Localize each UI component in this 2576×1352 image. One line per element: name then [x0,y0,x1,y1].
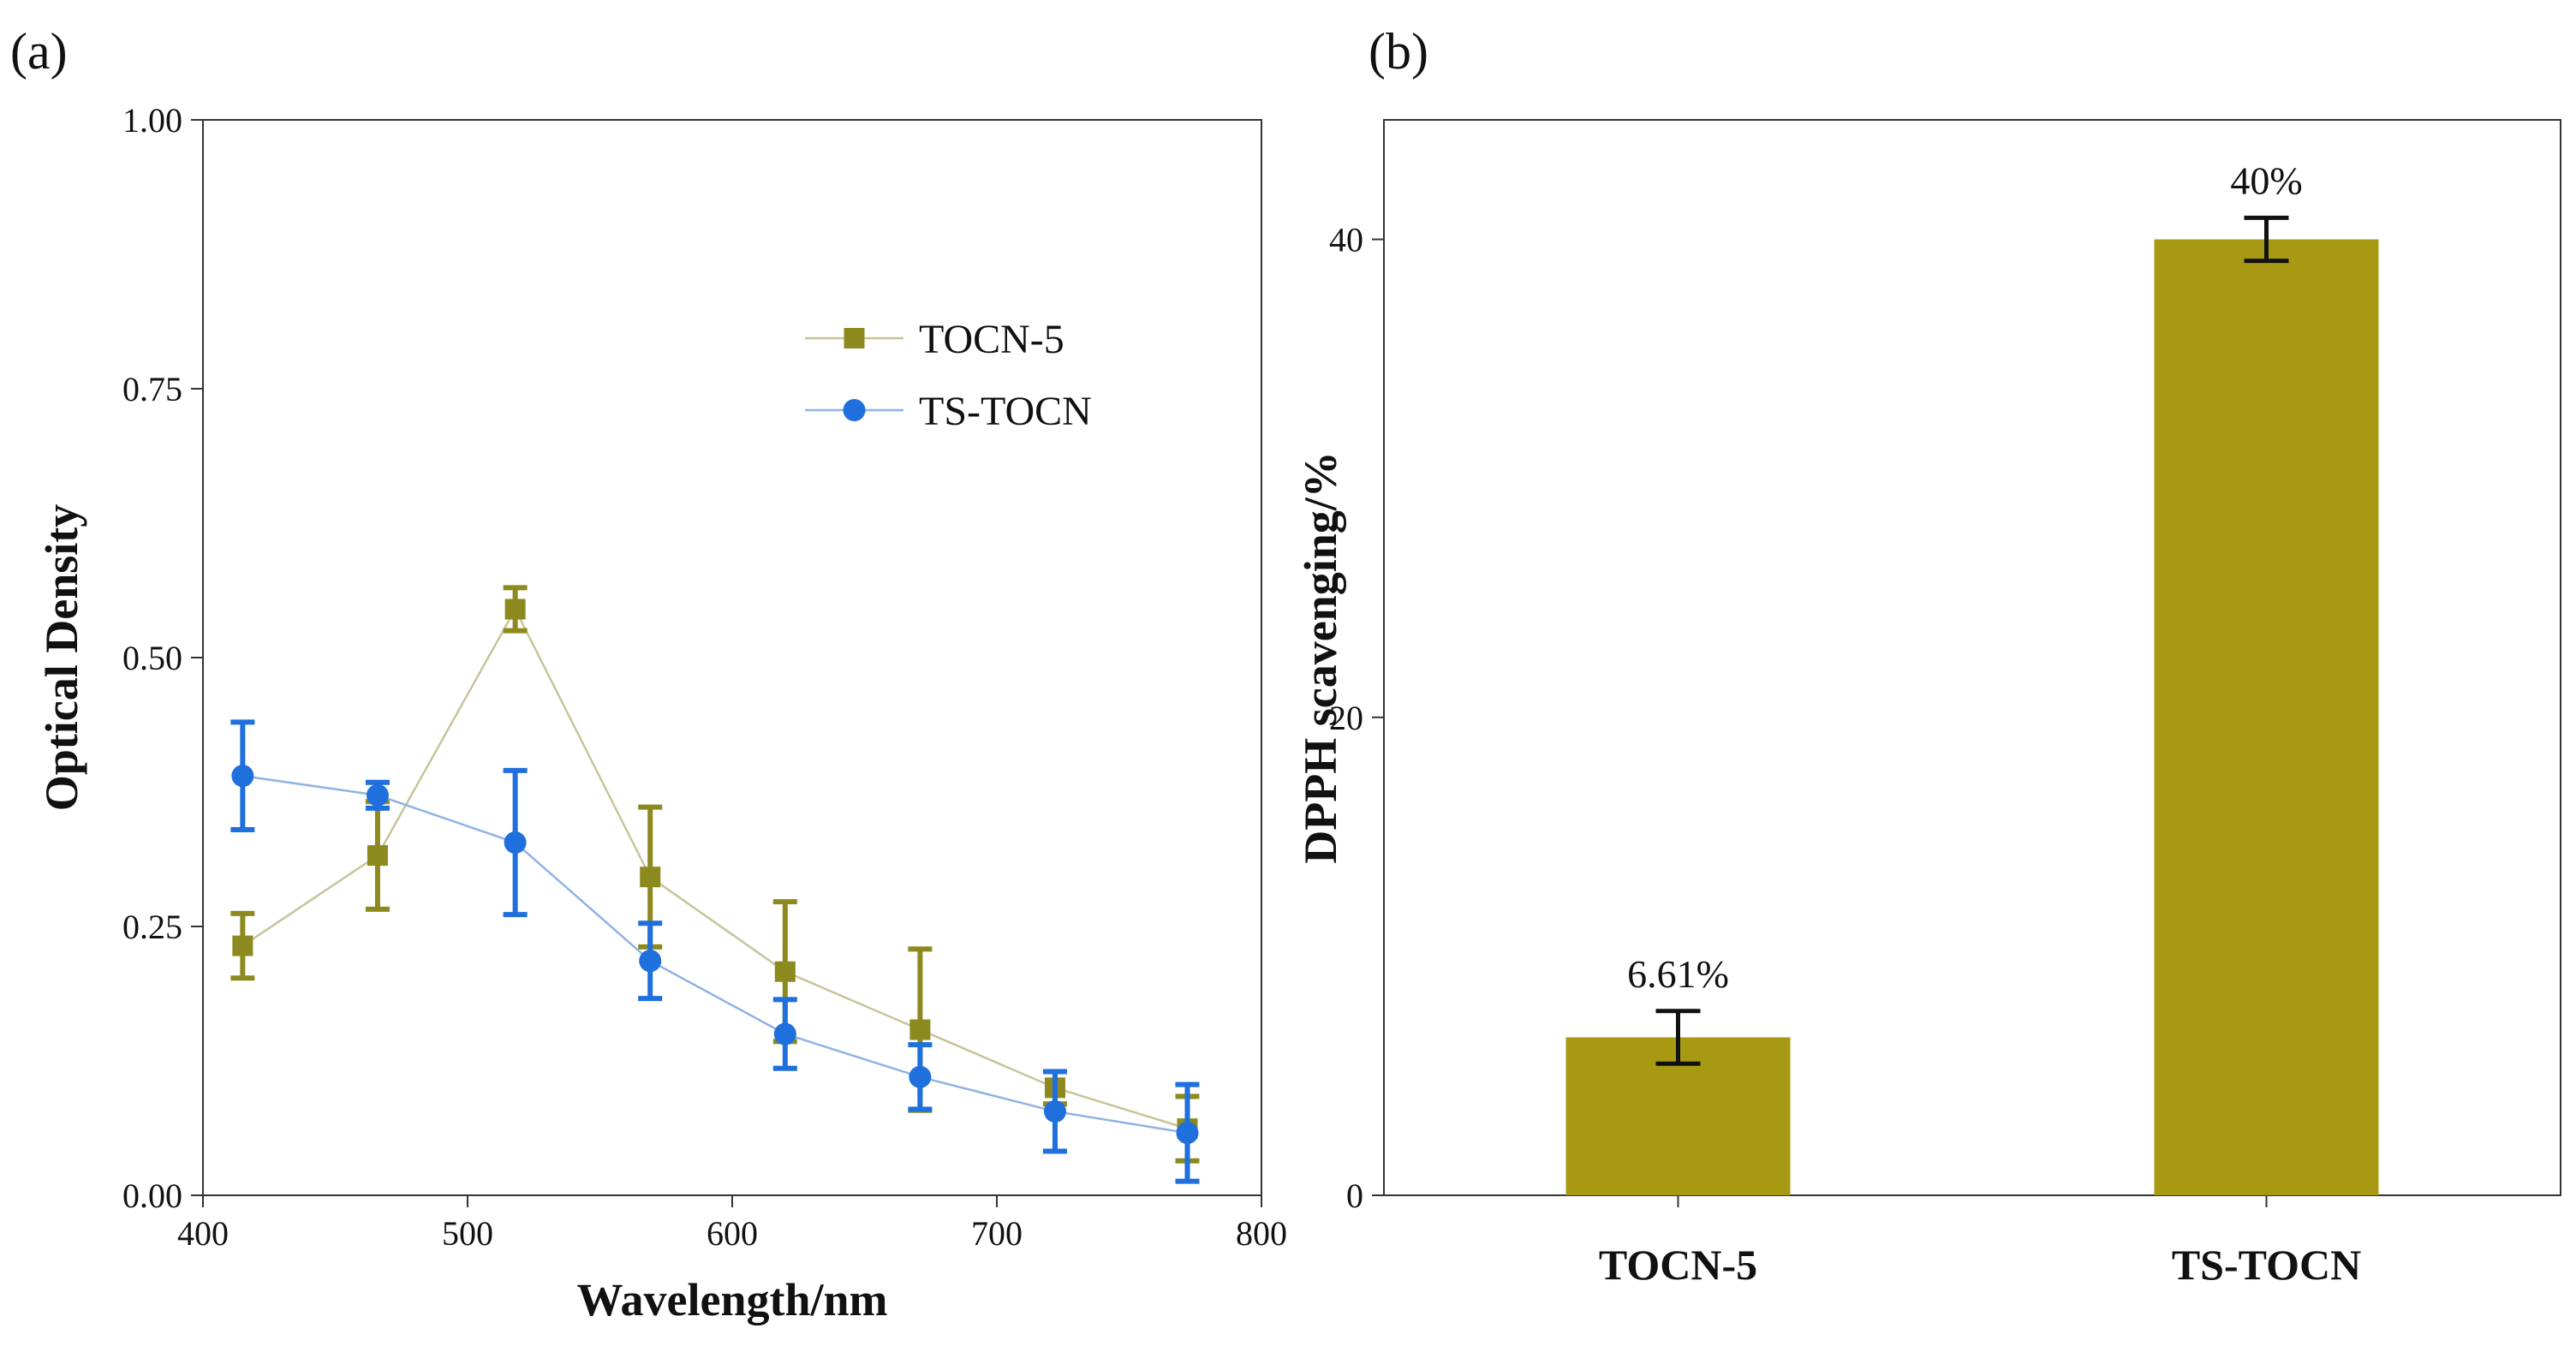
panel-a-plot-frame [202,119,1262,1196]
data-point-tocn-5 [640,867,661,888]
data-point-tocn-5 [232,935,253,956]
data-point-ts-tocn [504,831,527,855]
panel-a-y-tick-label: 0.25 [122,908,182,946]
panel-a-y-tick-label: 0.50 [122,639,182,677]
category-label-tocn-5: TOCN-5 [1599,1241,1757,1289]
legend-marker-tocn-5 [844,328,865,348]
data-point-ts-tocn [231,765,254,788]
data-label-ts-tocn: 40% [2230,158,2302,202]
series-line-tocn-5 [242,606,1188,1130]
panel-a-x-tick-label: 500 [442,1214,493,1253]
series-line-ts-tocn [242,774,1188,1135]
panel-a-y-tick-label: 1.00 [122,101,182,140]
panel-b-y-tick-label: 20 [1329,699,1363,737]
data-point-tocn-5 [367,845,388,867]
data-label-tocn-5: 6.61% [1627,952,1729,996]
data-point-ts-tocn [1176,1122,1199,1145]
panel-a-x-tick-label: 700 [971,1214,1023,1253]
panel-b-y-axis-title: DPPH scavenging/% [1295,451,1346,864]
data-point-ts-tocn [773,1022,796,1045]
panel-a-legend: TOCN-5 TS-TOCN [805,317,1092,434]
panel-b-y-tick-label: 0 [1346,1176,1363,1215]
data-point-tocn-5 [504,599,526,620]
panel-a-label: (a) [10,23,68,80]
legend-label-ts-tocn: TS-TOCN [919,389,1092,434]
panel-a-y-tick-label: 0.75 [122,370,182,408]
data-point-ts-tocn [909,1065,932,1088]
panel-b-y-tick-label: 40 [1329,221,1363,259]
data-point-tocn-5 [909,1019,931,1040]
legend-label-tocn-5: TOCN-5 [919,317,1064,362]
panel-a-x-axis-title: Wavelength/nm [576,1274,887,1325]
panel-b-label: (b) [1368,23,1428,80]
panel-a-y-tick-label: 0.00 [122,1176,182,1215]
category-label-ts-tocn: TS-TOCN [2172,1241,2361,1289]
data-point-ts-tocn [639,950,662,973]
legend-marker-ts-tocn [843,399,866,421]
panel-a-x-tick-label: 600 [707,1214,758,1253]
bar-ts-tocn [2154,239,2379,1195]
panel-b-bar-chart: (b) 0 20 40 6.61% TOCN-5 40% TS-TOCN DPPH sca… [1295,23,2561,1289]
data-point-tocn-5 [774,961,796,982]
data-point-ts-tocn [1043,1100,1066,1123]
panel-b-plot-frame [1383,119,2561,1196]
data-point-ts-tocn [366,783,389,807]
panel-a-x-tick-label: 400 [177,1214,229,1253]
panel-a-x-tick-label: 800 [1236,1214,1287,1253]
panel-a-y-axis-title: Optical Density [36,504,87,812]
panel-a-line-chart: (a) 0.00 0.25 0.50 0.75 1.00 400 500 600 700 800… [10,23,1287,1325]
